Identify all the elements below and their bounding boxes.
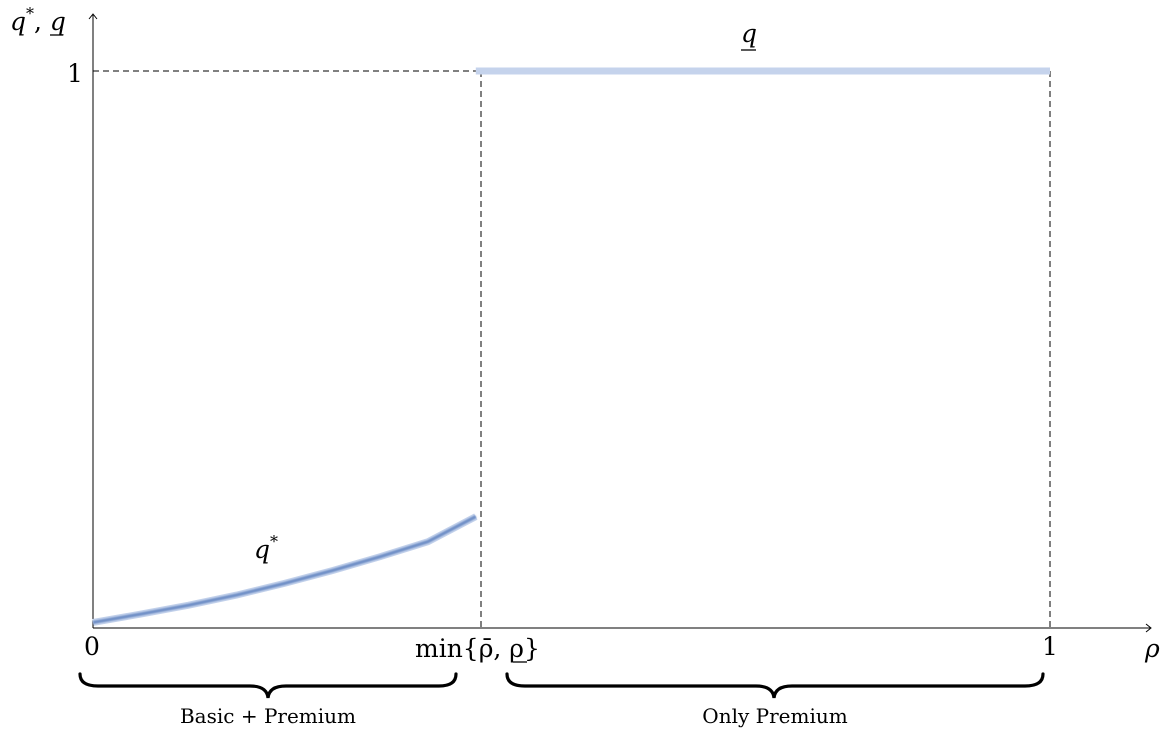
x-axis-label: ρ [1144, 634, 1160, 663]
series-0-line [92, 515, 477, 624]
y-tick-one: 1 [67, 59, 83, 88]
brace-only-premium [505, 672, 1045, 699]
x-tick-one: 1 [1042, 632, 1058, 661]
y-axis-label: q*, q [10, 4, 66, 36]
series-0-glow [92, 513, 478, 626]
label-q-star: q* [254, 532, 278, 564]
region-label-basic-premium: Basic + Premium [180, 704, 356, 728]
region-label-only-premium: Only Premium [702, 704, 847, 728]
x-tick-threshold: min{ρ̄, ρ} [415, 634, 540, 663]
label-q-lower: q [741, 19, 757, 48]
y-axis-arrow [88, 13, 98, 20]
x-axis-arrow [1145, 623, 1152, 633]
brace-basic-premium [78, 672, 458, 699]
x-tick-zero: 0 [84, 632, 100, 661]
series-layer [92, 67, 1050, 626]
